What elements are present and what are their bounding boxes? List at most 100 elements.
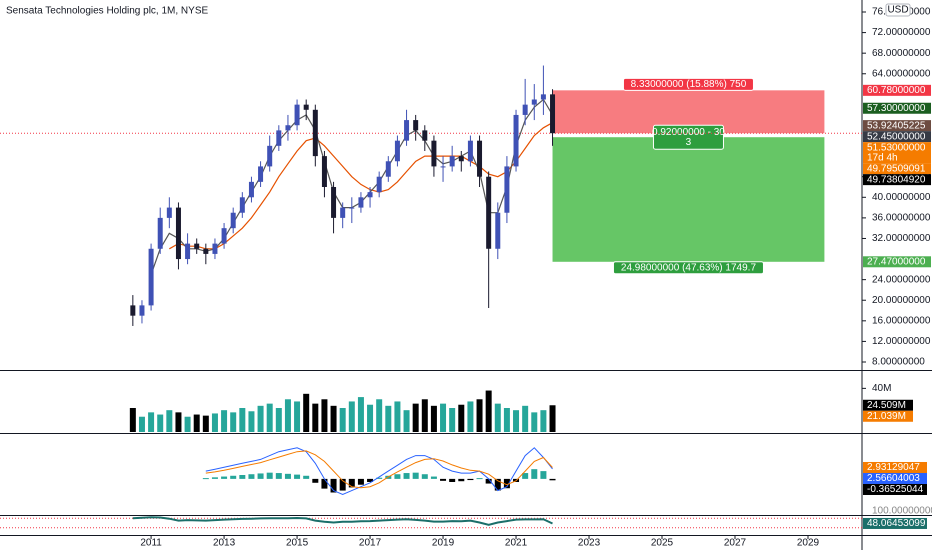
y-tick-label: 40M [872,383,891,394]
volume-bar [421,399,428,432]
macd-hist [440,478,447,481]
currency-box [885,3,911,17]
candle-body [276,130,282,146]
macd-hist [239,475,246,479]
target-text: 24.98000000 (47.63%) 1749.7 [621,262,757,273]
target-text-box [612,261,764,275]
volume-bar [485,390,492,432]
volume-bar [522,405,529,432]
volume-bar [458,404,465,432]
volume-label: 24.509M [867,400,906,411]
candle-body [285,125,291,131]
candle-body [404,120,410,141]
volume-bar [175,412,182,432]
volume-bar [348,401,355,432]
price-label: 49.73804920 [867,174,926,185]
volume-label-box [863,399,913,411]
chart-title: Sensata Technologies Holding plc, 1M, NY… [6,6,208,17]
x-tick-label: 2025 [651,538,674,549]
price-label: 52.45000000 [867,131,926,142]
candle-body [422,130,428,141]
macd-hist [421,474,428,479]
macd-label: 2.93129047 [867,462,920,473]
x-tick-label: 2021 [505,538,528,549]
volume-bar [403,410,410,432]
volume-bar [412,403,419,432]
x-tick-label: 2017 [359,538,382,549]
volume-bar [166,410,173,432]
candle-body [230,212,236,229]
volume-bar [266,403,273,432]
macd-hist [221,476,228,479]
y-tick-label: 24.00000000 [872,274,931,285]
macd-hist [230,475,237,479]
volume-bar [202,415,209,432]
volume-bar [430,405,437,432]
price-label: 60.78000000 [867,85,926,96]
candle-body [540,94,546,100]
candle-body [185,243,191,260]
signal-line [205,450,553,489]
volume-bar [494,403,501,432]
volume-bar [275,408,282,432]
candle-body [148,248,154,306]
volume-bar [230,412,237,432]
macd-hist [412,472,419,479]
macd-hist [403,473,410,479]
macd-hist [303,475,310,479]
candle-body [340,207,346,218]
volume-ma-label-box [863,410,913,422]
volume-bar [467,401,474,432]
x-tick-label: 2013 [213,538,236,549]
price-label: 27.47000000 [867,256,926,267]
price-label: 49.79509091 [867,163,926,174]
candle-body [175,207,181,260]
volume-bar [367,404,374,432]
x-tick-label: 2027 [724,538,747,549]
y-tick-label: 36.00000000 [872,213,931,224]
candle-body [203,248,209,254]
candle-body [367,192,373,198]
target-zone [552,137,825,262]
candle-body [477,140,483,177]
candle-body [550,94,556,134]
price-label: 51.53000000 [867,142,926,153]
macd-hist [312,478,319,483]
price-label-sub: 17d 4h [867,152,898,163]
volume-bar [221,410,228,432]
price-label-box [863,84,931,96]
currency: USD [887,5,908,16]
candle-body [303,104,309,110]
volume-bar [211,413,218,432]
y-tick-label: 64.00000000 [872,68,931,79]
y-tick-label: 8.00000000 [872,357,925,368]
candle-body [431,140,437,167]
candle-body [194,243,200,249]
macd-hist [348,478,355,488]
price-label: 57.30000000 [867,103,926,114]
macd-hist [549,478,556,481]
macd-hist [275,473,282,479]
macd-hist [321,478,328,489]
price-label-box [863,102,931,114]
y-tick-label: 16.00000000 [872,315,931,326]
candle-body [349,207,355,209]
volume-bar [284,399,291,432]
candle-body [139,305,145,316]
macd-hist [522,473,529,479]
macd-hist [458,478,465,482]
candle-body [531,99,537,105]
macd-hist [294,474,301,479]
candle-body [504,166,510,213]
macd-label-box [863,461,927,473]
macd-hist [202,478,209,480]
candle-body [166,207,172,218]
x-tick-label: 2029 [797,538,820,549]
volume-bar [385,405,392,432]
candle-body [239,197,245,213]
candle-body [358,197,364,208]
volume-bar [138,416,145,432]
rsi-label-box [863,517,927,529]
price-label-box [863,120,931,132]
candle-body [458,156,464,162]
